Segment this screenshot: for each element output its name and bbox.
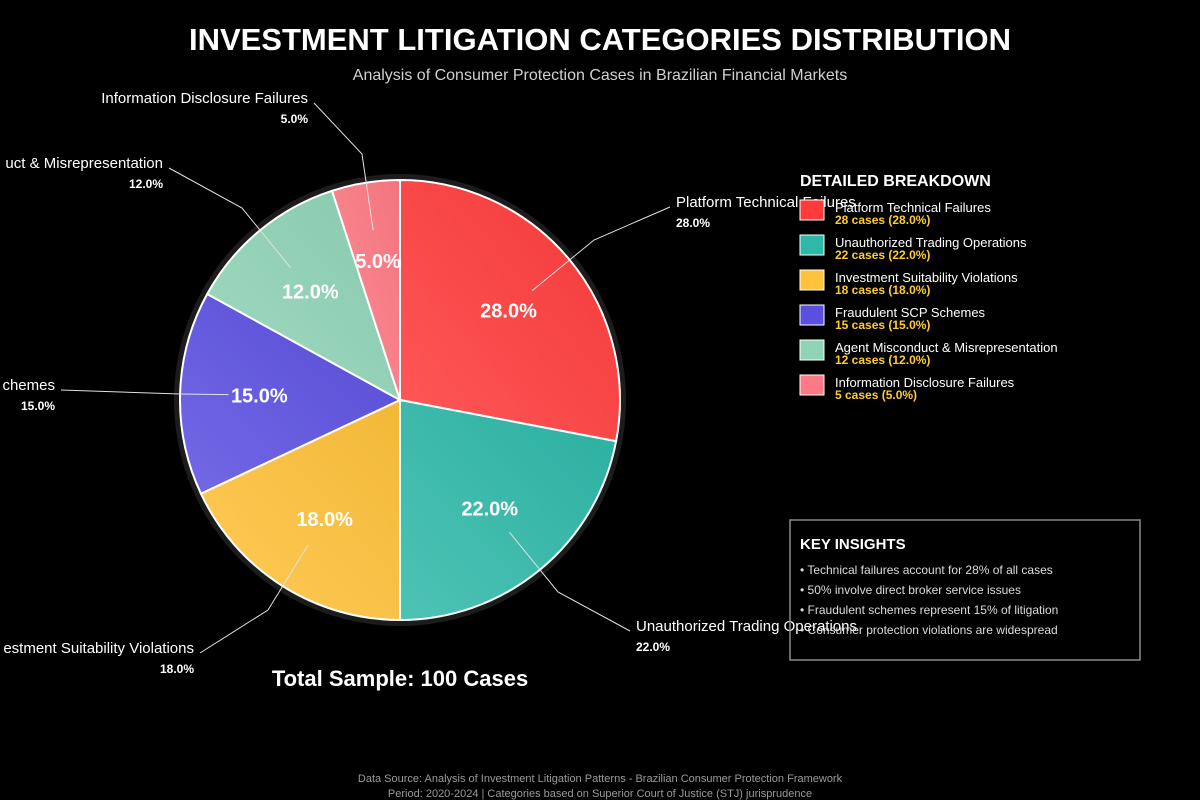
legend-title: DETAILED BREAKDOWN xyxy=(800,173,991,190)
leader-line xyxy=(199,544,309,654)
legend-cases-label: 18 cases (18.0%) xyxy=(835,283,930,297)
outer-category-label: Information Disclosure Failures xyxy=(101,90,308,107)
outer-category-label: chemes xyxy=(2,377,55,394)
footer-period: Period: 2020-2024 | Categories based on … xyxy=(388,788,812,800)
legend-cases-label: 15 cases (15.0%) xyxy=(835,318,930,332)
slice-percent-label: 15.0% xyxy=(231,386,288,408)
outer-percent-label: 15.0% xyxy=(21,399,55,413)
pie-slice xyxy=(179,292,403,496)
insights-title: KEY INSIGHTS xyxy=(800,536,906,553)
legend-swatch xyxy=(799,304,825,326)
chart-subtitle: Analysis of Consumer Protection Cases in… xyxy=(353,67,847,84)
legend-swatch xyxy=(799,374,825,396)
legend-cases-label: 12 cases (12.0%) xyxy=(835,353,930,367)
insights-box xyxy=(789,519,1141,661)
slice-percent-label: 28.0% xyxy=(480,300,537,322)
outer-category-label: uct & Misrepresentation xyxy=(5,155,163,172)
outer-percent-label: 22.0% xyxy=(636,640,670,654)
legend-category-label: Agent Misconduct & Misrepresentation xyxy=(835,340,1058,355)
legend-cases-label: 28 cases (28.0%) xyxy=(835,213,930,227)
leader-line xyxy=(168,167,291,269)
pie-slice xyxy=(199,398,401,622)
legend-cases-label: 22 cases (22.0%) xyxy=(835,248,930,262)
legend-swatch xyxy=(799,199,825,221)
outer-category-label: Unauthorized Trading Operations xyxy=(636,618,857,635)
outer-percent-label: 28.0% xyxy=(676,216,710,230)
insight-item: • 50% involve direct broker service issu… xyxy=(800,583,1021,597)
footer-source: Data Source: Analysis of Investment Liti… xyxy=(358,773,843,785)
legend-category-label: Information Disclosure Failures xyxy=(835,375,1015,390)
legend-swatch xyxy=(799,234,825,256)
leader-line xyxy=(313,102,374,231)
legend-cases-label: 5 cases (5.0%) xyxy=(835,388,917,402)
total-sample-label: Total Sample: 100 Cases xyxy=(272,666,528,691)
outer-category-label: estment Suitability Violations xyxy=(3,640,194,657)
slice-percent-label: 12.0% xyxy=(282,282,339,304)
leader-line xyxy=(531,206,671,291)
pie-slice xyxy=(330,178,401,401)
legend-category-label: Investment Suitability Violations xyxy=(835,270,1018,285)
insight-item: • Technical failures account for 28% of … xyxy=(800,563,1053,577)
chart-title: INVESTMENT LITIGATION CATEGORIES DISTRIB… xyxy=(189,22,1011,57)
slice-percent-label: 5.0% xyxy=(355,251,401,273)
slice-percent-label: 22.0% xyxy=(461,499,518,521)
outer-percent-label: 12.0% xyxy=(129,177,163,191)
slice-percent-label: 18.0% xyxy=(296,509,353,531)
outer-percent-label: 5.0% xyxy=(281,112,309,126)
legend-category-label: Fraudulent SCP Schemes xyxy=(835,305,986,320)
insight-item: • Consumer protection violations are wid… xyxy=(800,623,1058,637)
leader-line xyxy=(509,531,631,632)
insight-item: • Fraudulent schemes represent 15% of li… xyxy=(800,603,1058,617)
leader-line xyxy=(60,389,229,396)
legend-swatch xyxy=(799,339,825,361)
outer-percent-label: 18.0% xyxy=(160,662,194,676)
legend-category-label: Unauthorized Trading Operations xyxy=(835,235,1027,250)
outer-category-label: Platform Technical Failures xyxy=(676,194,856,211)
legend-swatch xyxy=(799,269,825,291)
legend-category-label: Platform Technical Failures xyxy=(835,200,991,215)
